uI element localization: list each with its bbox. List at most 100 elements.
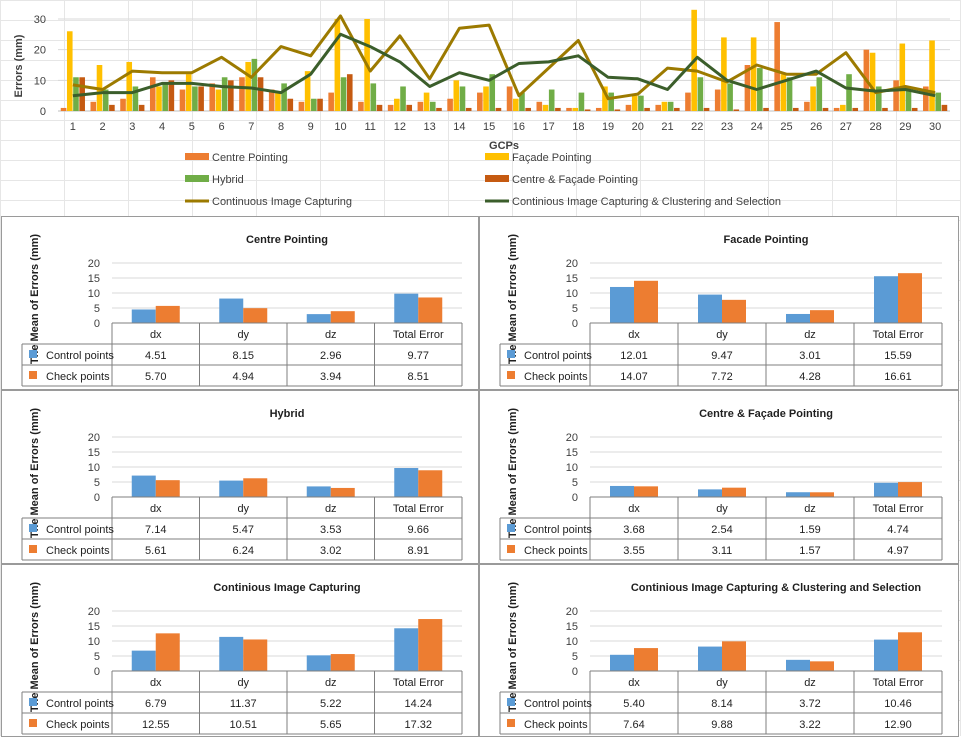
bar-2: [899, 43, 906, 111]
bar-control-points: [219, 298, 244, 323]
legend-key: [507, 698, 515, 706]
legend-key: [29, 371, 37, 379]
data-cell: 5.47: [233, 524, 254, 536]
y-axis-title: The Mean of Errors (mm): [29, 582, 41, 713]
bar-2: [780, 74, 787, 111]
bar-3: [578, 92, 585, 111]
x-category-label: Total Error: [873, 329, 924, 341]
bar-control-points: [131, 475, 156, 497]
legend-label: Continious Image Capturing & Clustering …: [512, 196, 781, 208]
bar-4: [465, 107, 472, 111]
x-category-label: dz: [325, 329, 337, 341]
data-cell: 14.24: [404, 698, 432, 710]
bar-check-points: [155, 480, 180, 497]
chart-title: Centre & Façade Pointing: [699, 408, 833, 420]
data-cell: 7.64: [623, 719, 644, 731]
bar-3: [251, 58, 258, 111]
bar-1: [804, 101, 810, 111]
y-tick-label: 5: [94, 477, 100, 489]
y-tick-label: 15: [566, 621, 578, 633]
y-tick-label: 20: [566, 432, 578, 444]
bar-1: [595, 107, 602, 111]
data-cell: 9.88: [711, 719, 732, 731]
panel-continuous-image-capturing: Continious Image Capturing The Mean of Er…: [1, 564, 479, 737]
x-category-label: dy: [237, 677, 249, 689]
y-tick-label: 10: [566, 462, 578, 474]
y-tick-label: 15: [88, 621, 100, 633]
bar-3: [340, 77, 347, 111]
bar-2: [423, 92, 430, 111]
bar-control-points: [874, 639, 898, 671]
bar-1: [60, 107, 67, 111]
y-tick-label: 0: [572, 666, 578, 678]
row-label: Control points: [46, 698, 114, 710]
data-cell: 1.57: [799, 545, 820, 557]
bar-2: [750, 37, 757, 111]
x-category-label: dx: [150, 503, 162, 515]
data-cell: 3.68: [623, 524, 644, 536]
data-cell: 3.55: [623, 545, 644, 557]
x-category-label: dy: [716, 329, 728, 341]
x-category-label: Total Error: [873, 677, 924, 689]
x-tick-label: 4: [159, 121, 165, 133]
bar-check-points: [243, 478, 268, 497]
x-tick-label: 24: [751, 121, 763, 133]
x-axis-title: GCPs: [489, 140, 519, 152]
bar-1: [774, 22, 780, 111]
bar-1: [685, 92, 691, 111]
legend-swatch: [485, 175, 509, 182]
y-tick-label: 20: [566, 258, 578, 270]
bar-control-points: [306, 655, 331, 671]
x-tick-label: 1: [70, 121, 76, 133]
chart-centre-pointing: Centre Pointing The Mean of Errors (mm) 0 5…: [21, 234, 463, 387]
y-tick-label: 0: [94, 318, 100, 330]
bar-3: [519, 92, 525, 111]
x-category-label: dy: [716, 677, 728, 689]
bar-1: [714, 89, 721, 111]
chart-hybrid: Hybrid The Mean of Errors (mm) 0 5 10 15 20 dx d…: [21, 408, 463, 561]
x-tick-label: 16: [513, 121, 525, 133]
bar-4: [376, 104, 383, 111]
y-tick-label: 10: [88, 636, 100, 648]
bar-2: [453, 80, 460, 111]
bar-3: [905, 86, 912, 111]
bar-2: [810, 86, 816, 111]
data-cell: 8.91: [408, 545, 429, 557]
x-tick-label: 26: [810, 121, 822, 133]
bar-4: [317, 98, 323, 111]
bar-3: [281, 83, 287, 111]
bar-3: [221, 77, 228, 111]
line-series-2: [72, 32, 936, 98]
row-label: Control points: [46, 350, 114, 362]
data-cell: 14.07: [620, 371, 648, 383]
bar-control-points: [610, 485, 634, 497]
bar-2: [542, 104, 549, 111]
bar-3: [935, 92, 942, 111]
x-tick-label: 22: [691, 121, 703, 133]
data-cell: 8.51: [408, 371, 429, 383]
y-tick-label: 10: [566, 288, 578, 300]
bar-check-points: [634, 280, 658, 323]
bar-2: [334, 19, 341, 111]
bar-control-points: [219, 636, 244, 671]
bar-1: [893, 80, 899, 111]
x-tick-label: 8: [278, 121, 284, 133]
chart-title: Centre Pointing: [246, 234, 328, 246]
data-cell: 3.11: [712, 545, 733, 557]
data-cell: 1.59: [799, 524, 820, 536]
y-tick-label: 5: [94, 651, 100, 663]
bar-control-points: [306, 314, 331, 323]
y-tick-label: 5: [572, 303, 578, 315]
bar-3: [192, 86, 198, 111]
legend-key: [29, 698, 37, 706]
data-cell: 9.77: [408, 350, 429, 362]
row-label: Check points: [46, 719, 110, 731]
bar-1: [90, 101, 97, 111]
bar-check-points: [898, 273, 922, 323]
x-tick-label: 2: [100, 121, 106, 133]
data-cell: 8.14: [711, 698, 732, 710]
bar-1: [387, 104, 394, 111]
legend-label: Centre & Façade Pointing: [512, 174, 638, 186]
bar-3: [400, 86, 406, 111]
